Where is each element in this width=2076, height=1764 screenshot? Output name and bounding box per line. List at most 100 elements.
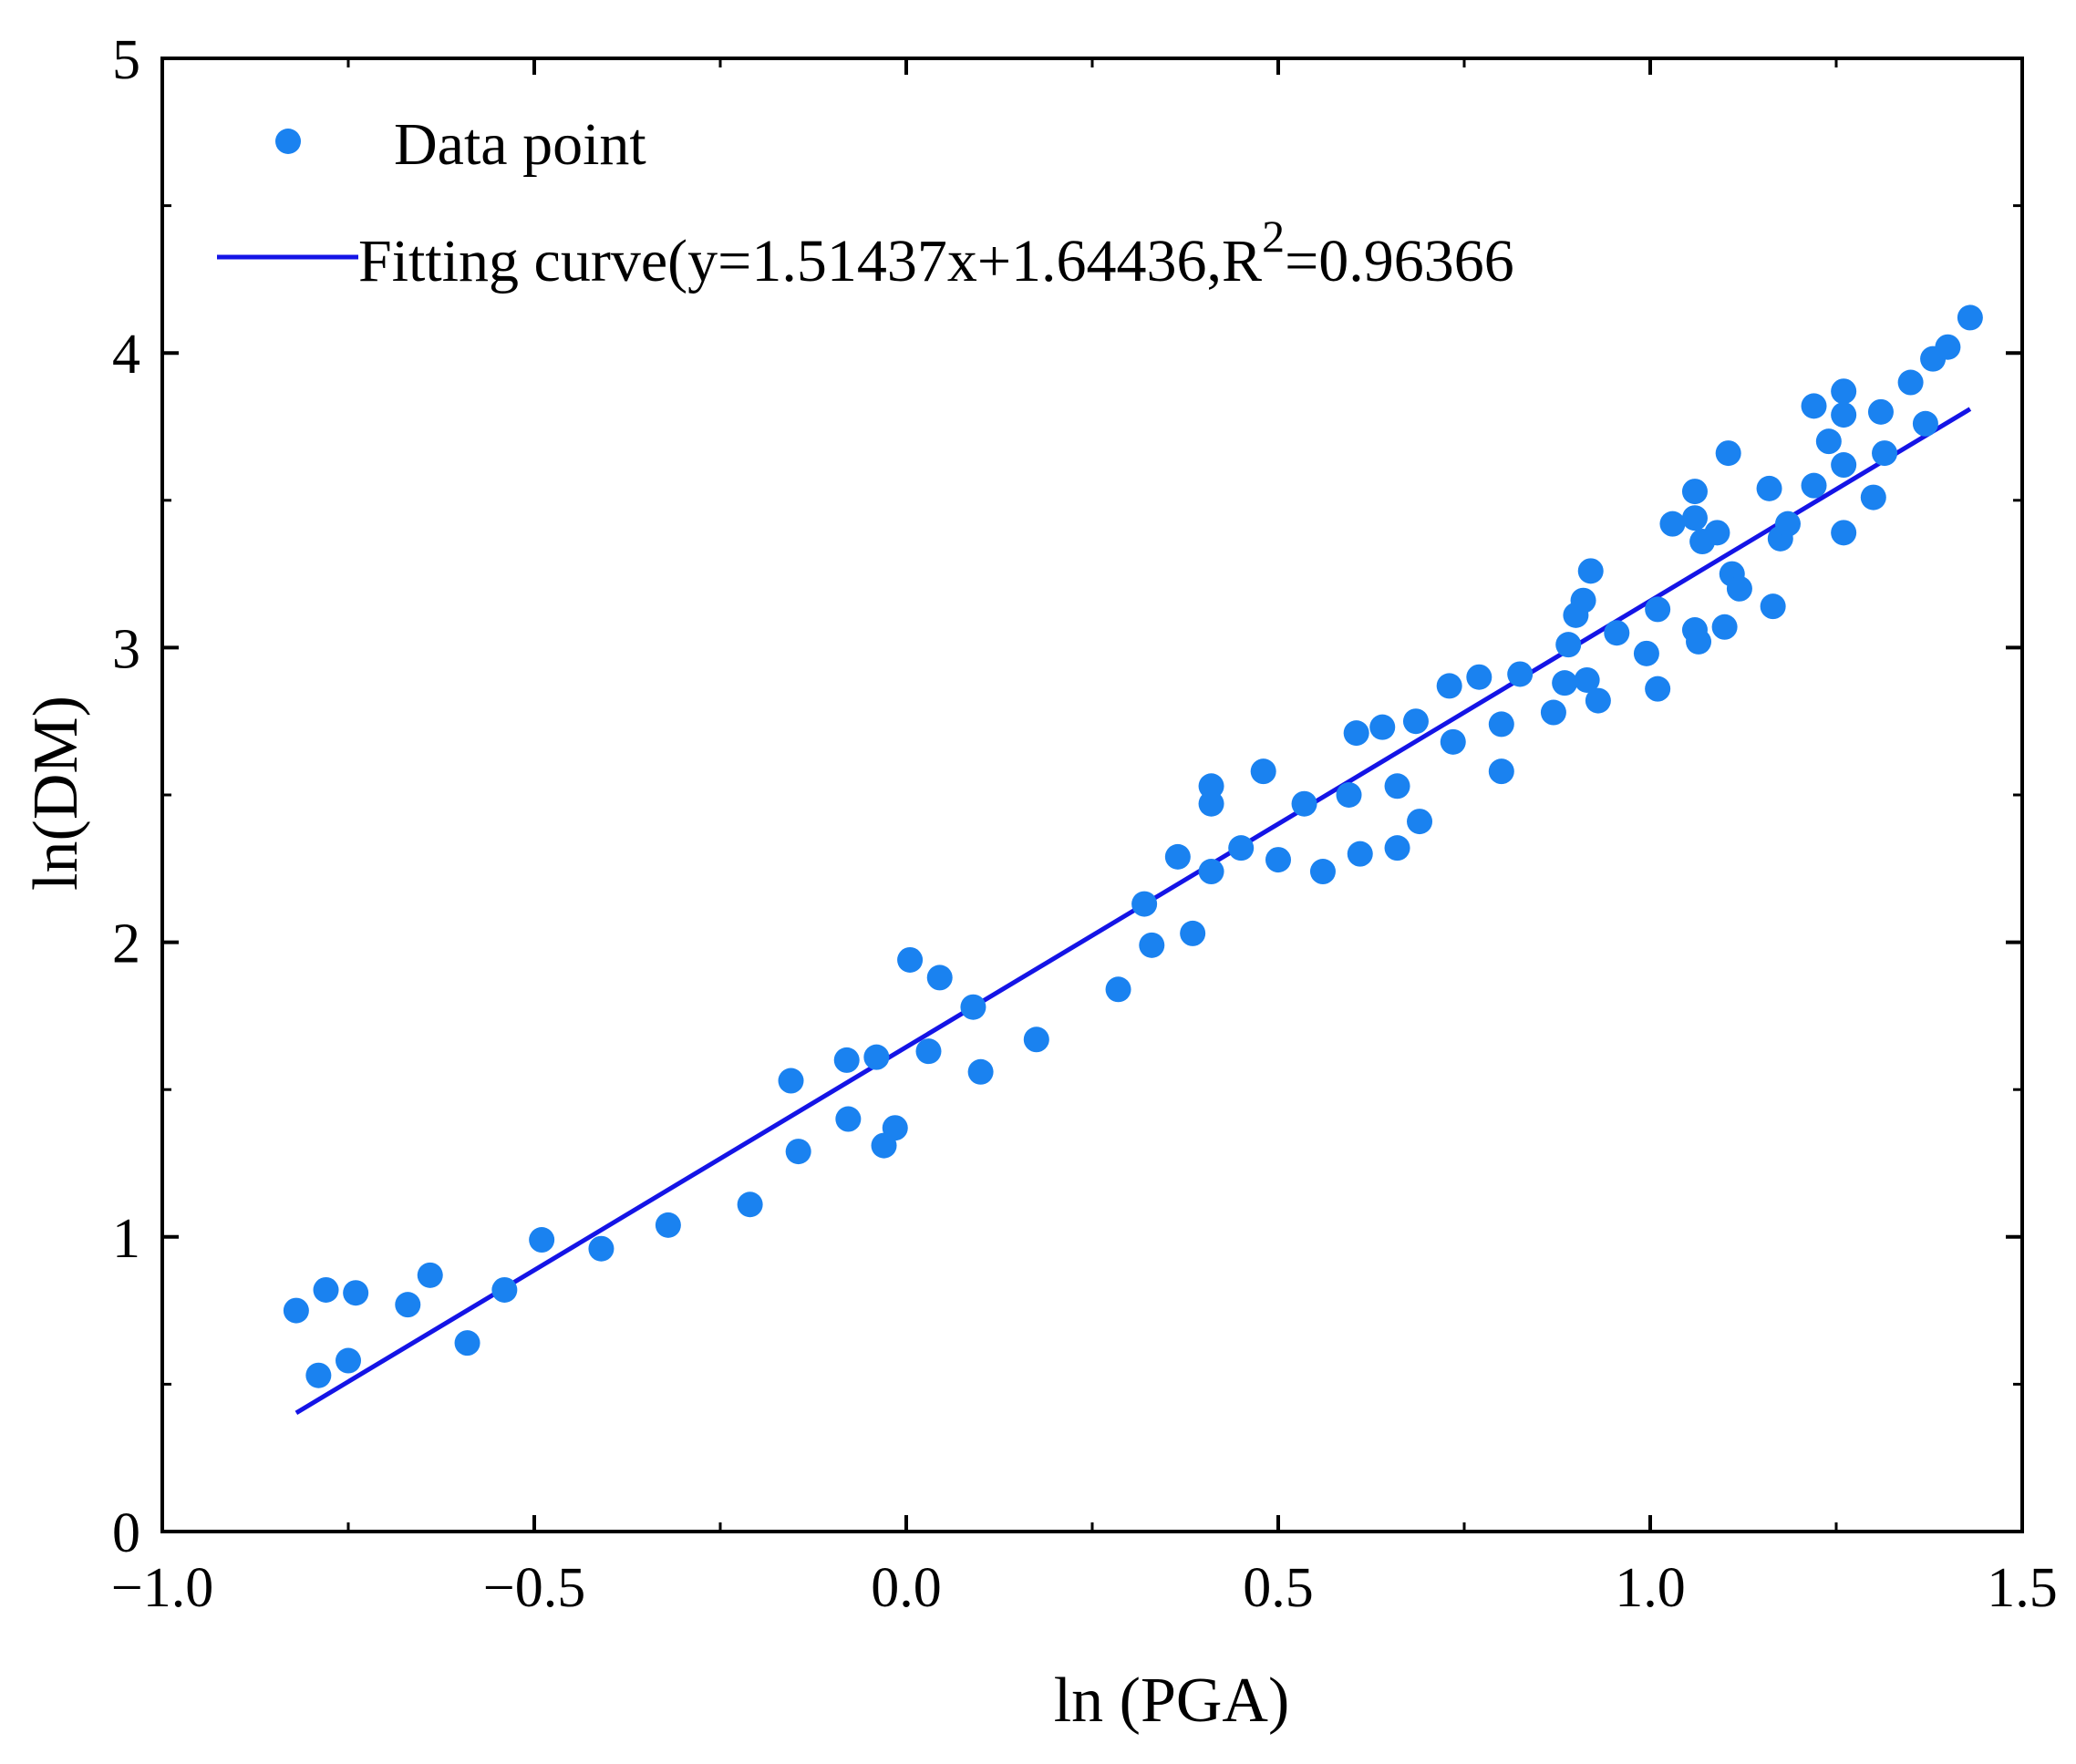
data-point bbox=[1347, 841, 1373, 867]
y-tick-label: 3 bbox=[112, 618, 140, 680]
data-point bbox=[529, 1227, 555, 1253]
data-point bbox=[1872, 440, 1898, 467]
data-point bbox=[1139, 932, 1165, 958]
data-point bbox=[1198, 773, 1224, 799]
data-point bbox=[1633, 640, 1659, 666]
ticks: −1.0 −0.5 0.0 0.5 1.0 1.5 0 1 2 3 4 5 bbox=[111, 29, 2058, 1619]
data-point bbox=[926, 965, 953, 991]
legend-fit-label: Fitting curve(y=1.51437x+1.64436,R2=0.96… bbox=[358, 211, 1514, 294]
data-point bbox=[1704, 520, 1730, 546]
data-point bbox=[1831, 452, 1857, 479]
legend-fit-prefix: Fitting curve(y=1.51437x+1.64436,R bbox=[358, 228, 1262, 294]
y-tick-label: 1 bbox=[112, 1208, 140, 1270]
data-point bbox=[1164, 843, 1191, 870]
data-point bbox=[863, 1044, 890, 1070]
data-point bbox=[1815, 428, 1842, 455]
data-point bbox=[417, 1262, 443, 1288]
legend: Data point Fitting curve(y=1.51437x+1.64… bbox=[217, 111, 1514, 294]
data-point bbox=[882, 1115, 908, 1141]
data-point bbox=[1935, 334, 1961, 360]
data-point bbox=[1440, 728, 1466, 755]
x-tick-label: 1.0 bbox=[1615, 1557, 1686, 1619]
data-point bbox=[1180, 920, 1206, 946]
data-point bbox=[313, 1276, 339, 1303]
fit-line bbox=[294, 407, 1972, 1416]
data-point bbox=[1801, 393, 1827, 419]
data-point bbox=[1585, 687, 1611, 714]
data-point bbox=[1466, 664, 1492, 690]
data-point bbox=[1686, 628, 1712, 655]
data-point bbox=[1659, 511, 1686, 537]
data-point bbox=[833, 1047, 860, 1073]
y-axis-title: ln(DM) bbox=[21, 696, 91, 891]
data-point bbox=[1645, 596, 1671, 623]
data-point bbox=[1555, 632, 1582, 658]
data-point bbox=[1867, 398, 1894, 425]
data-point bbox=[1198, 790, 1224, 817]
y-tick-label: 4 bbox=[112, 324, 140, 386]
data-point bbox=[1384, 773, 1410, 799]
data-point bbox=[835, 1106, 862, 1132]
data-point bbox=[588, 1235, 615, 1262]
x-tick-label: 1.5 bbox=[1987, 1557, 2058, 1619]
data-point bbox=[1726, 575, 1752, 602]
data-point bbox=[1756, 475, 1782, 501]
data-point bbox=[967, 1058, 994, 1085]
y-tick-label: 2 bbox=[112, 913, 140, 975]
data-point bbox=[1577, 558, 1604, 584]
data-point bbox=[1540, 699, 1566, 726]
data-point bbox=[1711, 614, 1738, 640]
data-point bbox=[1384, 835, 1410, 861]
data-point bbox=[915, 1038, 942, 1065]
data-point bbox=[1309, 859, 1336, 885]
data-point bbox=[283, 1297, 309, 1324]
legend-points-label: Data point bbox=[394, 111, 646, 178]
data-point bbox=[1250, 758, 1276, 785]
data-point bbox=[305, 1362, 332, 1388]
data-point bbox=[1105, 976, 1131, 1003]
data-point bbox=[1198, 859, 1224, 885]
data-point bbox=[1957, 304, 1983, 331]
data-point bbox=[1760, 593, 1786, 620]
data-point bbox=[778, 1068, 804, 1094]
data-point bbox=[1912, 410, 1938, 437]
data-point bbox=[491, 1276, 518, 1303]
data-point bbox=[1574, 666, 1600, 693]
data-point bbox=[395, 1292, 421, 1318]
y-tick-label: 0 bbox=[112, 1502, 140, 1564]
data-point bbox=[1343, 720, 1369, 747]
data-point bbox=[1801, 472, 1827, 499]
x-tick-label: 0.0 bbox=[871, 1557, 942, 1619]
data-point bbox=[1552, 670, 1578, 696]
data-point bbox=[1402, 708, 1429, 735]
data-point bbox=[336, 1347, 361, 1374]
data-points bbox=[283, 304, 1983, 1388]
data-point bbox=[1860, 484, 1886, 511]
y-tick-label: 5 bbox=[112, 29, 140, 91]
data-point bbox=[1407, 809, 1433, 835]
data-point bbox=[1681, 479, 1708, 505]
x-axis-title: ln (PGA) bbox=[1054, 1666, 1290, 1736]
data-point bbox=[1488, 711, 1514, 738]
data-point bbox=[897, 946, 924, 973]
data-point bbox=[737, 1191, 763, 1218]
data-point bbox=[785, 1139, 811, 1165]
data-point bbox=[655, 1212, 681, 1238]
fit-line-group bbox=[294, 407, 1972, 1416]
x-tick-label: 0.5 bbox=[1243, 1557, 1314, 1619]
data-point bbox=[1023, 1026, 1049, 1053]
data-point bbox=[1681, 505, 1708, 531]
data-point bbox=[960, 994, 986, 1020]
data-point bbox=[1336, 782, 1362, 808]
data-point bbox=[1831, 520, 1857, 546]
legend-fit-suffix: =0.96366 bbox=[1285, 228, 1514, 294]
data-point bbox=[1831, 402, 1857, 428]
data-point bbox=[1369, 714, 1396, 740]
x-tick-label: −1.0 bbox=[111, 1557, 213, 1619]
data-point bbox=[1774, 511, 1801, 537]
data-point bbox=[1604, 620, 1630, 646]
data-point bbox=[1715, 440, 1741, 467]
data-point bbox=[1897, 369, 1924, 396]
data-point bbox=[1831, 378, 1857, 405]
